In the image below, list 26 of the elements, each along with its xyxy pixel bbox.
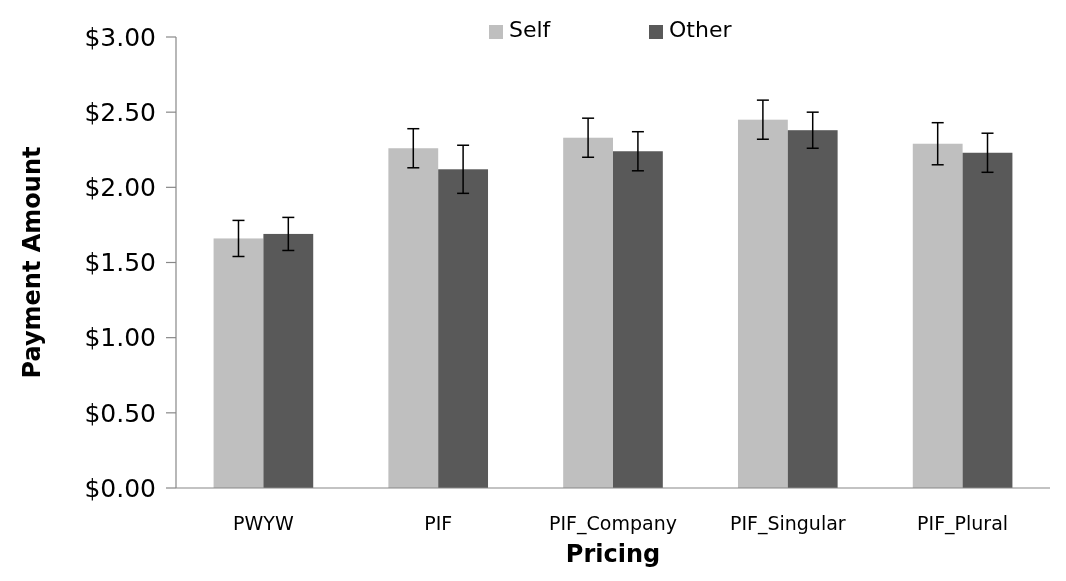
- x-tick-label: PIF: [424, 512, 453, 534]
- y-axis-title: Payment Amount: [18, 146, 46, 379]
- bar: [613, 151, 663, 488]
- bar: [563, 137, 613, 488]
- y-tick-label: $2.50: [84, 97, 156, 127]
- y-tick-label: $3.00: [84, 22, 156, 52]
- y-tick-label: $1.00: [84, 323, 156, 353]
- y-tick-label: $1.50: [84, 248, 156, 278]
- legend-label: Self: [509, 17, 552, 42]
- x-tick-label: PIF_Plural: [917, 512, 1009, 535]
- x-tick-label: PWYW: [233, 512, 294, 534]
- x-tick-label: PIF_Company: [549, 512, 677, 535]
- bar: [962, 152, 1013, 488]
- bar: [787, 130, 838, 488]
- x-axis-title: Pricing: [565, 540, 661, 568]
- bar: [912, 143, 963, 488]
- bar: [213, 238, 264, 488]
- bar: [388, 148, 439, 488]
- x-tick-label: PIF_Singular: [729, 512, 846, 535]
- bar: [737, 119, 788, 488]
- bar: [263, 233, 314, 488]
- y-tick-label: $0.00: [84, 473, 156, 503]
- bar: [438, 169, 489, 488]
- y-tick-label: $2.00: [84, 173, 156, 203]
- legend-label: Other: [669, 17, 733, 42]
- y-tick-label: $0.50: [84, 398, 156, 428]
